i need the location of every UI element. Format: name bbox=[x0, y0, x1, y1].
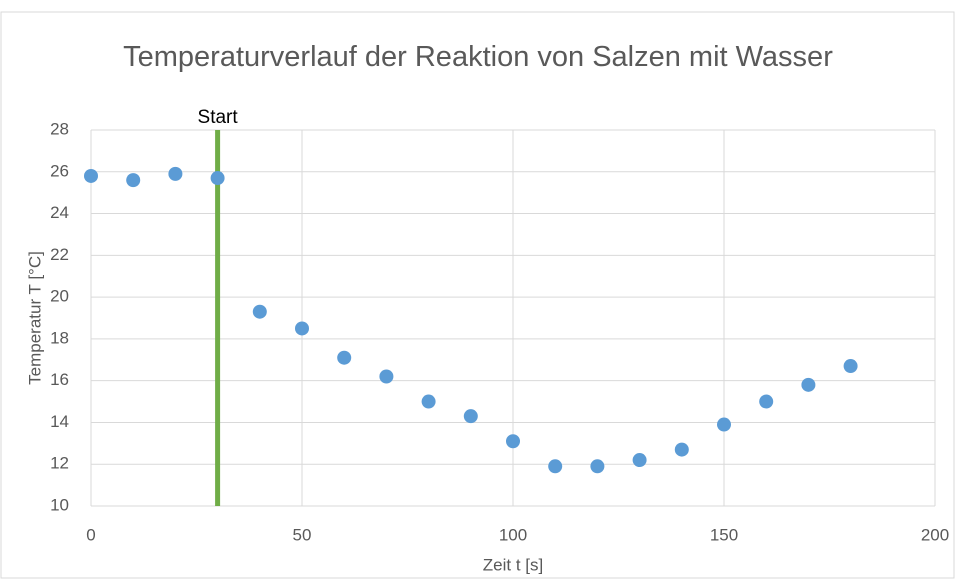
y-tick-label: 26 bbox=[50, 161, 69, 180]
y-tick-label: 16 bbox=[50, 370, 69, 389]
point bbox=[337, 350, 352, 365]
chart-title: Temperaturverlauf der Reaktion von Salze… bbox=[123, 41, 833, 73]
point bbox=[759, 394, 774, 409]
point bbox=[421, 394, 436, 409]
x-tick-label: 150 bbox=[710, 525, 738, 544]
y-tick-label: 18 bbox=[50, 328, 69, 347]
x-tick-label: 50 bbox=[293, 525, 312, 544]
x-tick-label: 0 bbox=[86, 525, 95, 544]
point bbox=[548, 459, 563, 474]
y-axis-label: Temperatur T [°C] bbox=[25, 251, 44, 385]
point bbox=[379, 369, 394, 384]
point bbox=[674, 442, 689, 457]
point bbox=[252, 304, 267, 319]
y-tick-label: 28 bbox=[50, 119, 69, 138]
x-tick-label: 200 bbox=[921, 525, 949, 544]
point bbox=[843, 359, 858, 374]
y-tick-label: 20 bbox=[50, 287, 69, 306]
point bbox=[168, 166, 183, 181]
point bbox=[210, 171, 225, 186]
point bbox=[506, 434, 520, 449]
point bbox=[632, 453, 647, 468]
point bbox=[590, 459, 605, 474]
point bbox=[126, 173, 141, 188]
y-tick-label: 10 bbox=[50, 495, 69, 514]
annotation: Start bbox=[198, 107, 239, 128]
point bbox=[84, 168, 98, 183]
y-tick-label: 12 bbox=[50, 454, 69, 473]
y-tick-label: 22 bbox=[50, 245, 69, 264]
point bbox=[463, 409, 478, 424]
y-tick-label: 24 bbox=[50, 203, 69, 222]
x-tick-label: 100 bbox=[499, 525, 527, 544]
y-tick-label: 14 bbox=[50, 412, 69, 431]
point bbox=[295, 321, 309, 336]
chart-border bbox=[0, 11, 955, 579]
x-axis-label: Zeit t [s] bbox=[483, 555, 543, 574]
point bbox=[717, 417, 731, 432]
point bbox=[801, 377, 816, 392]
